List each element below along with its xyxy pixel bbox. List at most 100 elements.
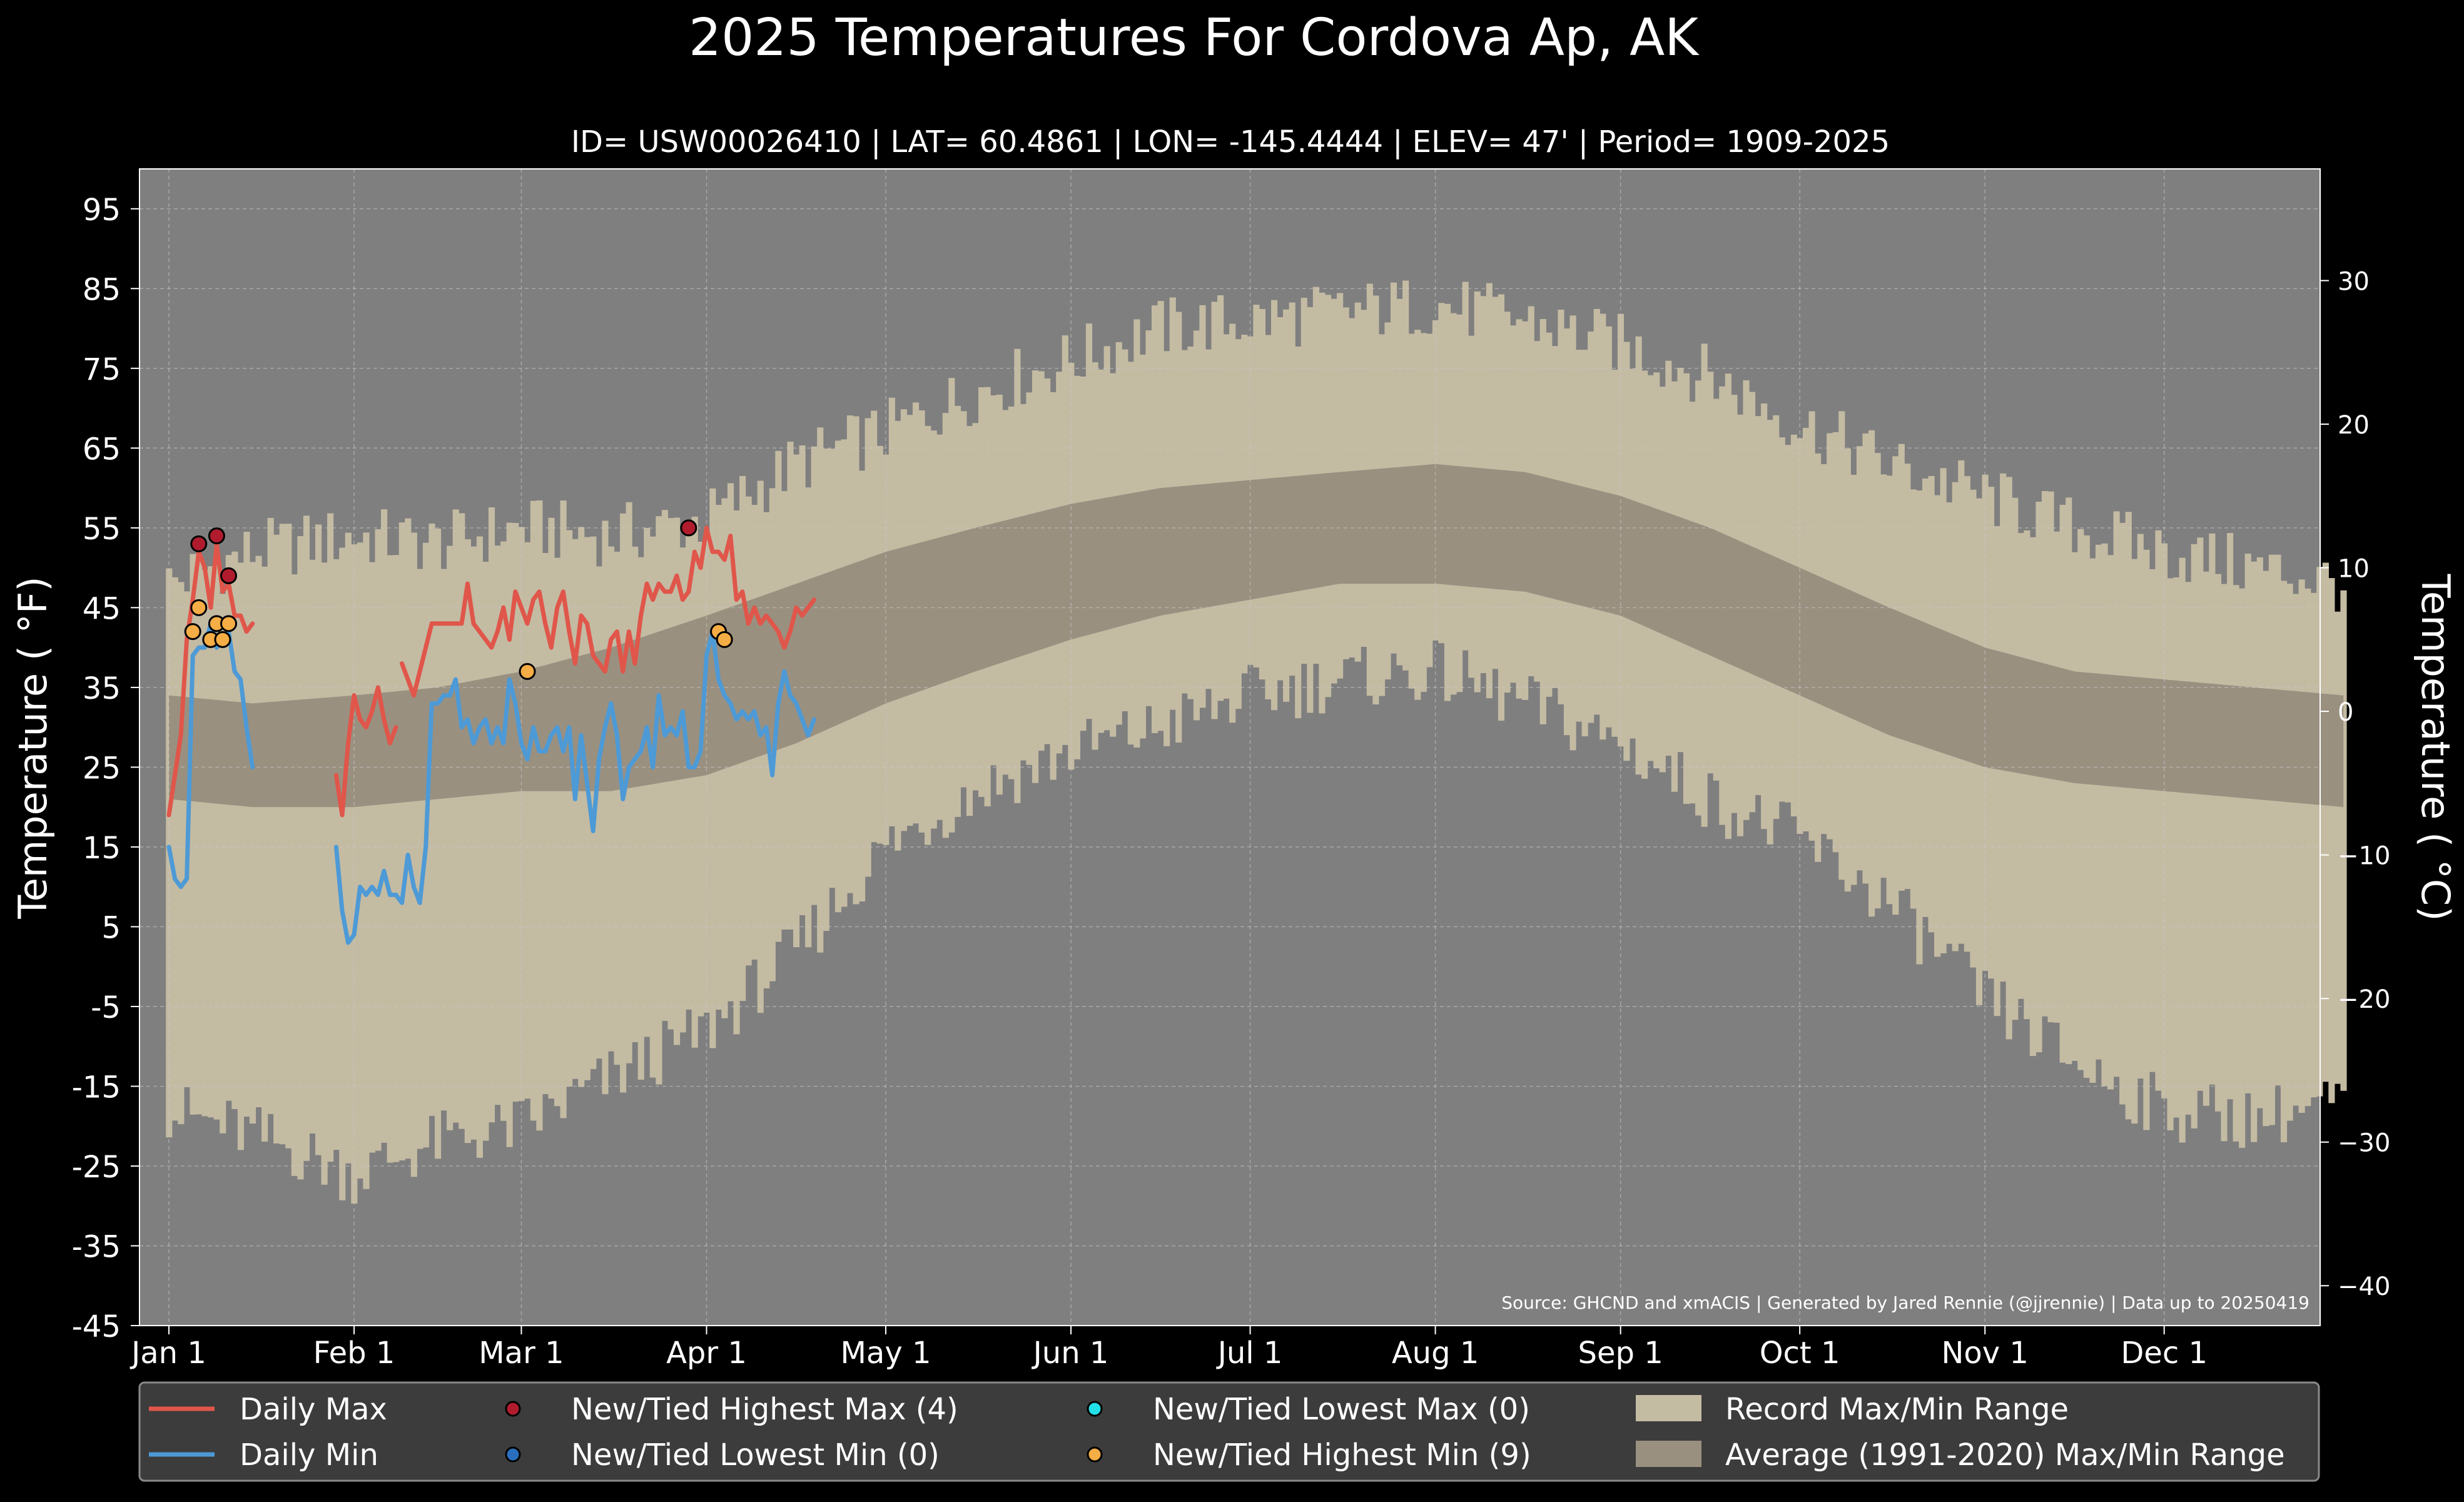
x-axis-tick-label: Sep 1 xyxy=(1578,1336,1663,1371)
new-tied-lowest-max-0-legend-swatch xyxy=(1087,1401,1103,1417)
record-range-bar xyxy=(578,527,585,1087)
record-range-bar xyxy=(2251,561,2258,1142)
record-range-bar xyxy=(398,522,405,1160)
new-tied-lowest-min-0-legend-swatch xyxy=(505,1446,521,1463)
record-range-bar xyxy=(2059,504,2066,1063)
record-range-bar xyxy=(459,513,465,1129)
record-range-bar xyxy=(649,536,656,1078)
left-axis-tick-label: -15 xyxy=(72,1070,121,1105)
new-tied-highest-min-marker xyxy=(214,631,231,648)
average-range-band xyxy=(169,464,2344,808)
record-range-bar xyxy=(548,517,555,1099)
record-range-bar xyxy=(596,566,602,1059)
new-tied-highest-min-marker xyxy=(190,599,208,616)
record-range-bar xyxy=(2071,552,2078,1061)
record-range-bar xyxy=(1994,525,2000,1017)
left-axis-tick-label: 75 xyxy=(83,352,121,387)
record-range-bar xyxy=(2029,537,2036,1057)
record-range-bar xyxy=(387,555,393,1163)
left-axis-tick-label: -45 xyxy=(72,1309,121,1344)
record-range-bar xyxy=(2328,578,2335,1104)
record-range-bar xyxy=(208,566,215,1118)
left-axis-tick-label: 35 xyxy=(83,671,121,706)
record-range-bar xyxy=(190,554,196,1115)
daily-min-line xyxy=(423,629,816,850)
right-axis-tick-label: −40 xyxy=(2338,1272,2390,1301)
record-range-bar xyxy=(434,529,442,1159)
left-axis-tick-label: 55 xyxy=(83,512,121,547)
record-range-bar xyxy=(2024,530,2031,1020)
record-range-bar xyxy=(375,529,382,1151)
record-range-bar xyxy=(410,532,417,1177)
record-range-bar xyxy=(2149,569,2156,1072)
record-range-bar xyxy=(2268,554,2275,1125)
record-range-bar xyxy=(255,556,262,1108)
left-axis-tick-label: 65 xyxy=(83,432,121,467)
record-range-bar xyxy=(2197,537,2204,1091)
record-range-bar xyxy=(2203,571,2209,1106)
record-range-bar xyxy=(447,545,454,1130)
record-range-bar xyxy=(2161,543,2168,1099)
daily-min-legend-label: Daily Min xyxy=(240,1438,378,1473)
record-range-bar xyxy=(201,569,208,1117)
x-axis-tick-label: May 1 xyxy=(840,1336,931,1371)
record-range-bar xyxy=(554,557,561,1107)
left-axis-tick-label: 25 xyxy=(83,751,121,786)
record-range-bar xyxy=(2089,558,2096,1083)
left-axis-label: Temperature ( °F) xyxy=(10,576,56,919)
record-range-bar xyxy=(2214,574,2222,1112)
record-range-bar xyxy=(607,546,615,1052)
record-range-bar xyxy=(614,551,621,1065)
record-range-bar xyxy=(679,547,686,1033)
chart-subtitle: ID= USW00026410 | LAT= 60.4861 | LON= -1… xyxy=(571,124,1890,160)
record-range-bar xyxy=(512,523,519,1102)
legend: Daily Max Daily Min New/Tied Highest Max (… xyxy=(138,1381,2320,1482)
x-axis-tick-label: Nov 1 xyxy=(1941,1336,2028,1371)
right-axis-tick-label: −30 xyxy=(2338,1129,2390,1158)
record-range-bar xyxy=(2274,554,2281,1085)
record-range-bar xyxy=(673,517,681,1045)
daily-max-line xyxy=(400,525,816,698)
left-axis-tick-label: -35 xyxy=(72,1229,121,1264)
record-range-bar xyxy=(393,555,400,1162)
plot-frame xyxy=(139,168,2321,1326)
x-axis-tick-label: Jul 1 xyxy=(1216,1336,1283,1371)
record-range-bar xyxy=(542,553,549,1094)
average-1991-2020-max-min-range-legend-label: Average (1991-2020) Max/Min Range xyxy=(1725,1438,2285,1473)
record-range-bar xyxy=(171,577,178,1121)
record-range-bar xyxy=(2036,501,2042,1053)
daily-max-line xyxy=(333,685,398,818)
record-range-bar xyxy=(220,594,226,1134)
record-range-bar xyxy=(2334,611,2341,1084)
record-range-bar xyxy=(620,513,627,1093)
record-range-bar xyxy=(237,562,244,1150)
record-range-bar xyxy=(518,527,525,1101)
record-range-bar xyxy=(2173,577,2180,1118)
x-axis-tick-label: Feb 1 xyxy=(313,1336,395,1371)
record-range-bar xyxy=(297,536,304,1180)
record-range-bar xyxy=(2185,582,2192,1115)
record-range-bar xyxy=(2293,594,2299,1106)
record-range-bar xyxy=(464,539,471,1144)
record-range-bar xyxy=(225,555,232,1101)
record-range-bar xyxy=(267,517,274,1114)
new-tied-highest-max-marker xyxy=(220,567,237,584)
record-range-bar xyxy=(572,539,579,1079)
average-1991-2020-max-min-range-legend-swatch xyxy=(1636,1441,1701,1467)
record-range-bar xyxy=(637,557,644,1080)
record-max-min-range-legend-swatch xyxy=(1636,1395,1701,1421)
record-range-bar xyxy=(2131,559,2138,1124)
record-range-bar xyxy=(2095,544,2102,1060)
record-range-bar xyxy=(339,547,346,1200)
x-axis: Jan 1 Feb 1 Mar 1 Apr 1 May 1 Jun 1 Jul 1 Aug 1… xyxy=(129,1326,2208,1371)
plot-area xyxy=(139,168,2347,1326)
record-range-bar xyxy=(2226,533,2234,1100)
record-range-bar xyxy=(2233,585,2239,1142)
record-range-bar xyxy=(2256,557,2263,1109)
record-range-bar xyxy=(2083,535,2090,1078)
record-range-bar xyxy=(417,569,423,1149)
new-tied-highest-min-marker xyxy=(220,615,237,632)
grid-lines xyxy=(139,169,2320,1326)
daily-max-legend-label: Daily Max xyxy=(240,1392,387,1427)
